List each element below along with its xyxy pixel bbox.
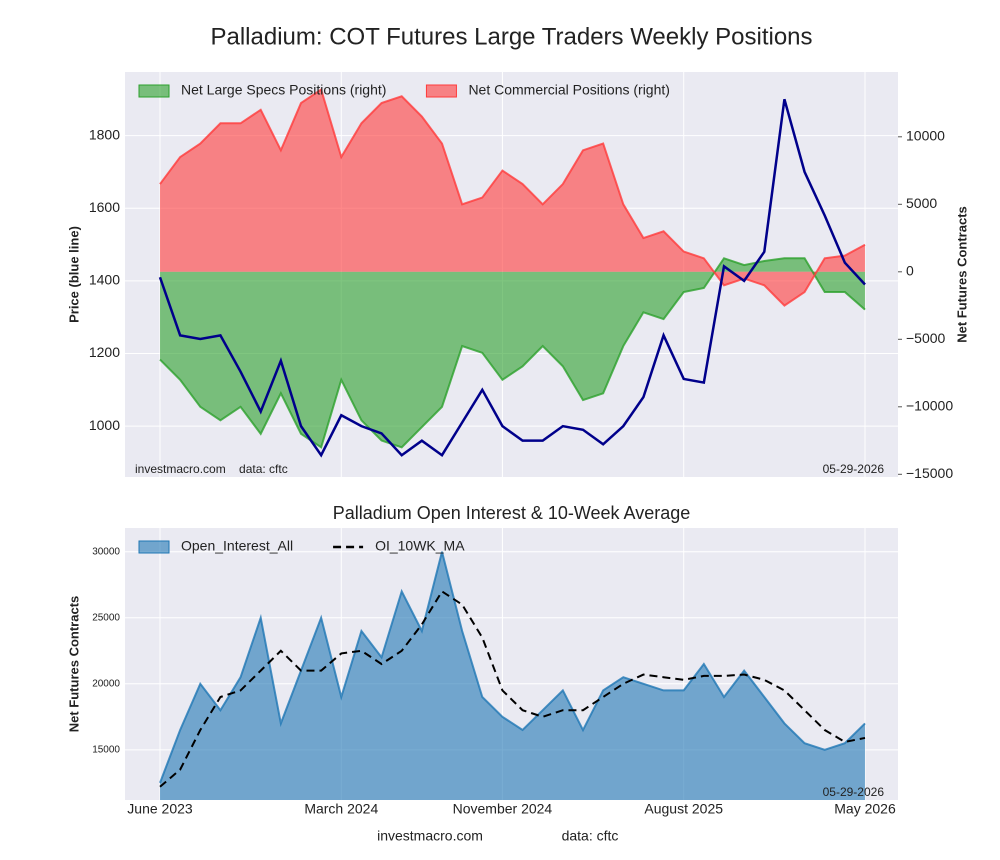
legend-label: Net Commercial Positions (right) [468,82,670,98]
y-tick-label: 1600 [89,199,120,215]
x-tick-label: November 2024 [453,801,553,817]
legend-swatch [425,84,457,98]
y2-axis-label: Net Futures Contracts [954,206,969,343]
y2-tick-label: 10000 [906,128,945,144]
series-line [159,257,866,449]
y2-tick-label: −10000 [906,398,953,414]
series-line [159,87,866,307]
footer-site: investmacro.com [377,828,483,844]
y-tick-label: 1400 [89,272,120,288]
y-tick-label: 20000 [92,678,120,689]
plot-layer [158,87,866,458]
annotation: 05-29-2026 [823,785,885,799]
y-axis-label: Net Futures Contracts [66,596,81,733]
legend-label: Net Large Specs Positions (right) [181,82,386,98]
legend-label: Open_Interest_All [181,538,293,554]
y-axis-label: Price (blue line) [66,226,81,323]
y-tick-label: 15000 [92,744,120,755]
annotation: 05-29-2026 [823,462,885,476]
y-tick-label: 1200 [89,344,120,360]
footer-source: data: cftc [562,828,619,844]
chart-title: Palladium Open Interest & 10-Week Averag… [333,503,691,523]
y2-tick-label: 0 [906,263,914,279]
area-fill [160,258,865,448]
y-tick-label: 1800 [89,126,120,142]
plot-layer [159,551,866,800]
legend-label: OI_10WK_MA [375,538,465,554]
x-tick-label: June 2023 [127,801,193,817]
annotation: investmacro.com data: cftc [135,462,288,476]
x-tick-label: March 2024 [304,801,378,817]
series-line [159,589,866,788]
x-tick-label: August 2025 [644,801,723,817]
series-line [158,98,866,458]
chart-title: Palladium: COT Futures Large Traders Wee… [210,23,812,50]
x-tick-label: May 2026 [834,801,896,817]
y-tick-label: 1000 [89,417,120,433]
area-fill [160,551,865,800]
y-tick-label: 25000 [92,612,120,623]
y2-tick-label: −15000 [906,465,953,481]
legend-swatch [138,84,170,98]
y2-tick-label: −5000 [906,330,946,346]
y2-tick-label: 5000 [906,195,937,211]
y-tick-label: 30000 [92,546,120,557]
legend-swatch [138,540,170,554]
